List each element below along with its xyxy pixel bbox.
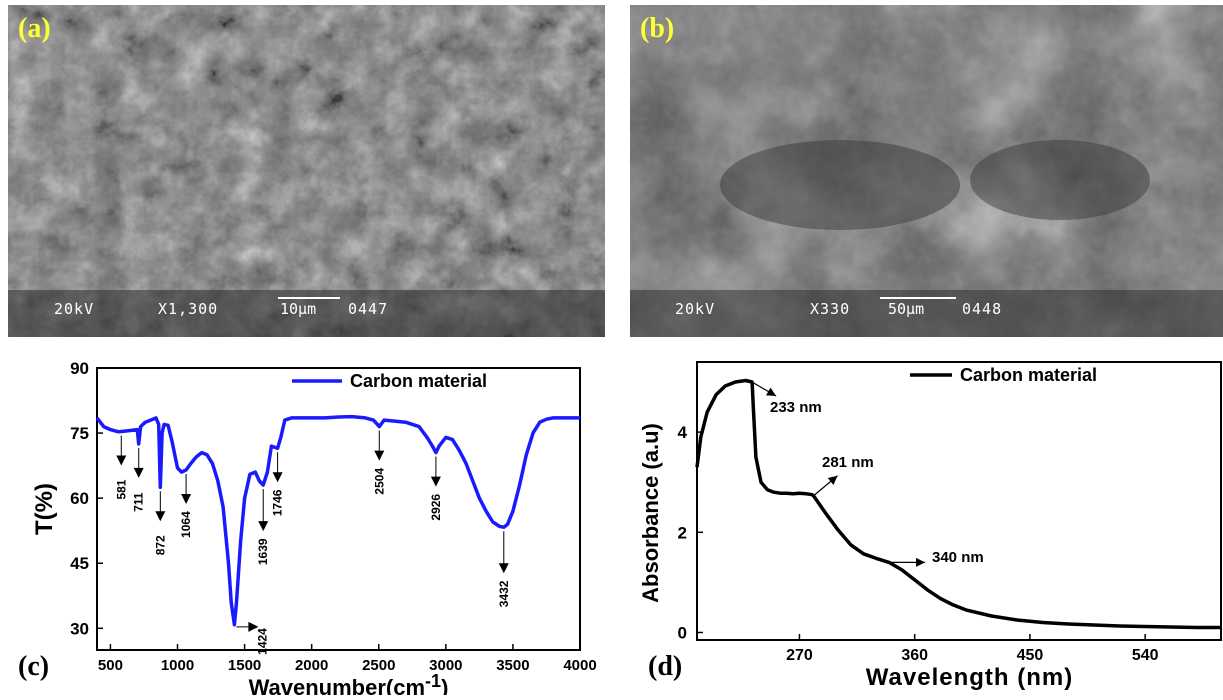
scale-bar-text-b: 50µm xyxy=(888,300,925,318)
annotation-arrowhead xyxy=(916,557,926,567)
peak-arrowhead xyxy=(116,455,127,466)
sem-info-id-b: 0448 xyxy=(962,300,1003,318)
peak-label: 1639 xyxy=(256,538,270,565)
scale-bar-text-a: 10µm xyxy=(280,300,317,318)
y-tick-label: 4 xyxy=(678,423,688,442)
x-tick-label: 540 xyxy=(1132,647,1159,664)
peak-label: 1424 xyxy=(255,628,269,655)
peak-arrowhead xyxy=(374,450,385,461)
peak-arrowhead xyxy=(498,563,509,574)
sem-image-b: (b) 20kV X330 50µm 0448 xyxy=(630,5,1223,337)
x-tick-label: 1500 xyxy=(228,657,261,674)
plot-frame xyxy=(96,367,581,651)
y-tick-label: 90 xyxy=(70,359,89,378)
ftir-panel: 500 1000 1500 2000 2500 3000 3500 4000 30 45 60 75 9… xyxy=(0,345,610,700)
sem-micrograph-b xyxy=(630,5,1223,337)
ftir-chart: 500 1000 1500 2000 2500 3000 3500 4000 30 45 60 75 9… xyxy=(31,359,597,700)
annotation-arrowhead xyxy=(827,475,838,485)
uv-chart: 270 360 450 540 0 2 4 Wavelength (nm) Absorbance… xyxy=(638,361,1222,691)
peak-arrowhead xyxy=(155,511,166,522)
uv-panel: 270 360 450 540 0 2 4 Wavelength (nm) Absorbance… xyxy=(620,345,1223,695)
peak-label: 2926 xyxy=(429,494,443,521)
y-tick-label: 30 xyxy=(70,619,89,638)
annotation-label: 281 nm xyxy=(822,454,874,471)
x-tick-label: 270 xyxy=(786,647,813,664)
series-line-carbon-material xyxy=(95,414,580,627)
x-tick-label: 3000 xyxy=(429,657,462,674)
peak-label: 3432 xyxy=(497,580,511,607)
sem-image-a: (a) 20kV X1,300 10µm 0447 xyxy=(8,5,605,337)
peak-label: 2504 xyxy=(372,468,386,495)
scale-bar-a xyxy=(278,297,340,299)
annotation-arrowhead xyxy=(766,387,777,397)
y-tick-label: 60 xyxy=(70,489,89,508)
peak-arrowhead xyxy=(258,521,269,532)
panel-label-d: (d) xyxy=(648,651,683,682)
x-tick-label: 2500 xyxy=(362,657,395,674)
peak-arrowhead xyxy=(430,476,441,487)
plot-frame xyxy=(696,361,1222,641)
x-tick-label: 4000 xyxy=(563,657,596,674)
x-axis-label: Wavelength (nm) xyxy=(866,664,1073,691)
x-tick-label: 500 xyxy=(98,657,123,674)
sem-info-id-a: 0447 xyxy=(348,300,389,318)
legend-label: Carbon material xyxy=(350,371,487,391)
sem-info-mag-a: X1,300 xyxy=(158,300,219,318)
panel-label-a: (a) xyxy=(18,13,51,44)
peak-label: 1064 xyxy=(179,511,193,538)
y-tick-label: 2 xyxy=(678,523,687,542)
peak-label: 581 xyxy=(114,479,128,499)
sem-info-kv-a: 20kV xyxy=(54,300,95,318)
sem-info-mag-b: X330 xyxy=(810,300,851,318)
peak-arrowhead xyxy=(181,493,192,504)
peak-arrowhead xyxy=(133,467,144,478)
y-axis-label: Absorbance (a.u) xyxy=(638,423,663,603)
x-tick-label: 360 xyxy=(901,647,928,664)
peak-label: 1746 xyxy=(271,489,285,516)
x-tick-label: 3500 xyxy=(496,657,529,674)
sem-micrograph-a xyxy=(8,5,605,337)
peak-arrowhead xyxy=(248,621,259,632)
y-tick-label: 75 xyxy=(70,424,89,443)
sem-info-kv-b: 20kV xyxy=(675,300,716,318)
panel-label-c: (c) xyxy=(18,651,50,682)
y-tick-label: 45 xyxy=(70,554,89,573)
x-tick-label: 1000 xyxy=(161,657,194,674)
legend-label: Carbon material xyxy=(960,365,1097,385)
y-axis-label: T(%) xyxy=(31,483,58,535)
y-tick-label: 0 xyxy=(678,623,687,642)
annotation-label: 340 nm xyxy=(932,549,984,566)
annotation-label: 233 nm xyxy=(770,399,822,416)
x-axis-label: Wavenumber(cm-1) xyxy=(249,671,449,695)
peak-label: 872 xyxy=(153,535,167,555)
peak-label: 711 xyxy=(132,492,146,512)
panel-label-b: (b) xyxy=(640,13,675,44)
series-line-carbon-material xyxy=(695,378,1222,630)
x-tick-label: 450 xyxy=(1017,647,1044,664)
scale-bar-b xyxy=(880,297,956,299)
peak-arrowhead xyxy=(272,472,283,483)
x-tick-label: 2000 xyxy=(295,657,328,674)
